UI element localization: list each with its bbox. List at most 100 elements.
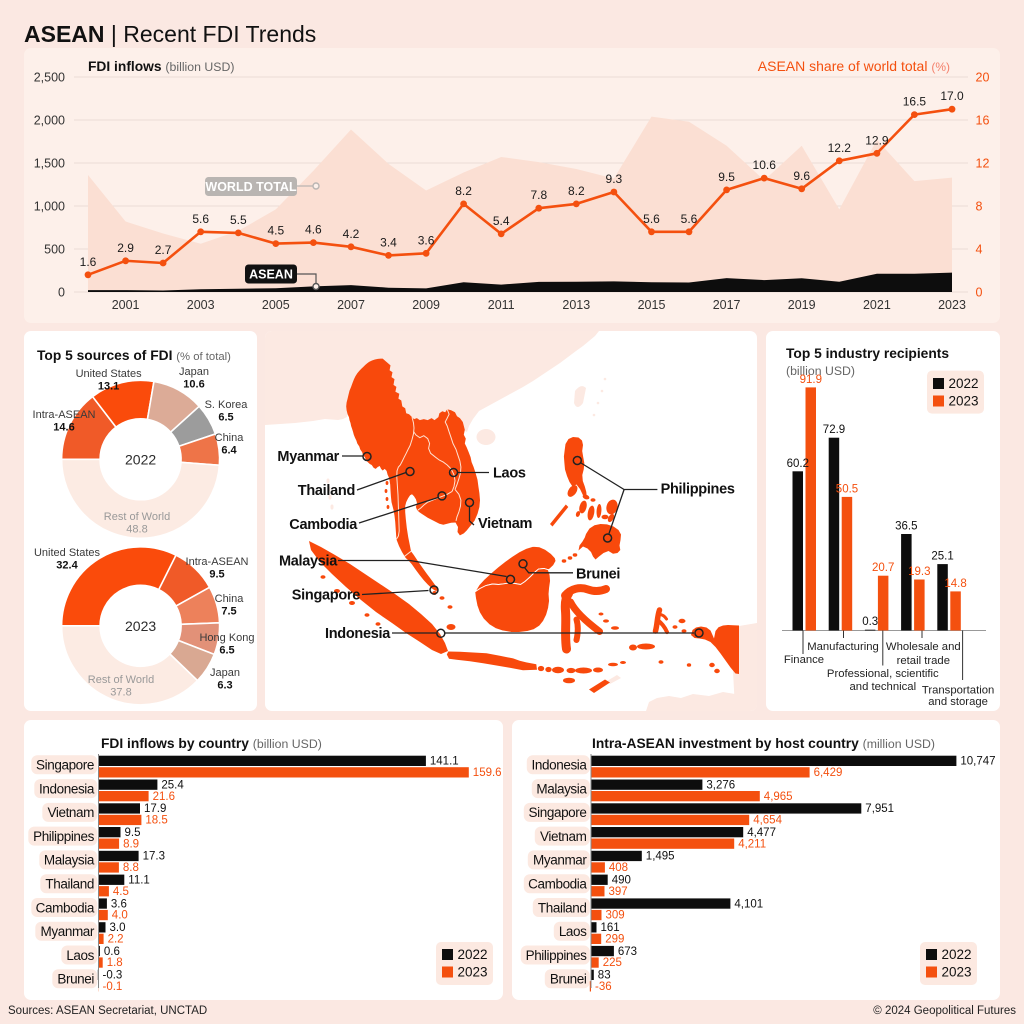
svg-text:7.8: 7.8 bbox=[530, 188, 547, 202]
svg-text:Rest of World: Rest of World bbox=[88, 674, 154, 686]
svg-text:Thailand: Thailand bbox=[45, 877, 94, 892]
svg-text:17.0: 17.0 bbox=[940, 89, 964, 103]
svg-text:Brunei: Brunei bbox=[57, 972, 94, 987]
svg-text:1,000: 1,000 bbox=[34, 200, 65, 214]
svg-text:0: 0 bbox=[58, 286, 65, 300]
svg-text:4,654: 4,654 bbox=[753, 815, 782, 827]
svg-text:17.9: 17.9 bbox=[144, 803, 166, 815]
svg-text:9.5: 9.5 bbox=[125, 827, 141, 839]
svg-text:Manufacturing: Manufacturing bbox=[807, 641, 879, 653]
svg-text:14.6: 14.6 bbox=[53, 421, 74, 433]
svg-text:4.6: 4.6 bbox=[305, 223, 322, 237]
svg-text:-0.3: -0.3 bbox=[103, 970, 123, 982]
svg-text:2005: 2005 bbox=[262, 298, 290, 312]
svg-text:3.4: 3.4 bbox=[380, 235, 397, 249]
svg-text:Philippines: Philippines bbox=[661, 481, 735, 497]
svg-text:Laos: Laos bbox=[559, 924, 587, 939]
svg-text:17.3: 17.3 bbox=[143, 851, 165, 863]
svg-text:1.8: 1.8 bbox=[107, 957, 123, 969]
svg-text:36.5: 36.5 bbox=[895, 521, 917, 533]
svg-text:Cambodia: Cambodia bbox=[289, 517, 358, 533]
svg-text:2,500: 2,500 bbox=[34, 71, 65, 85]
svg-text:2023: 2023 bbox=[938, 298, 966, 312]
svg-text:25.1: 25.1 bbox=[931, 551, 953, 563]
svg-text:12.9: 12.9 bbox=[865, 133, 889, 147]
svg-text:Transportation: Transportation bbox=[922, 685, 994, 697]
svg-text:Finance: Finance bbox=[784, 654, 824, 666]
svg-text:Rest of World: Rest of World bbox=[104, 511, 170, 523]
svg-text:2021: 2021 bbox=[863, 298, 891, 312]
svg-text:United States: United States bbox=[34, 547, 101, 559]
svg-text:16: 16 bbox=[976, 114, 990, 128]
svg-text:Myanmar: Myanmar bbox=[41, 924, 95, 939]
svg-text:18.5: 18.5 bbox=[145, 815, 167, 827]
svg-text:5.6: 5.6 bbox=[643, 212, 660, 226]
svg-text:2022: 2022 bbox=[942, 947, 972, 962]
svg-text:5.6: 5.6 bbox=[192, 212, 209, 226]
svg-text:0.3: 0.3 bbox=[862, 616, 878, 628]
svg-text:2,000: 2,000 bbox=[34, 114, 65, 128]
svg-text:-36: -36 bbox=[595, 981, 612, 993]
svg-text:Singapore: Singapore bbox=[36, 758, 94, 773]
svg-text:500: 500 bbox=[44, 243, 65, 257]
svg-text:141.1: 141.1 bbox=[430, 756, 459, 768]
svg-text:2015: 2015 bbox=[638, 298, 666, 312]
svg-text:299: 299 bbox=[605, 934, 624, 946]
svg-text:Wholesale and: Wholesale and bbox=[886, 641, 961, 653]
svg-text:5.5: 5.5 bbox=[230, 213, 247, 227]
svg-text:37.8: 37.8 bbox=[110, 687, 131, 699]
svg-text:12: 12 bbox=[976, 157, 990, 171]
svg-text:Laos: Laos bbox=[66, 948, 94, 963]
svg-text:1,500: 1,500 bbox=[34, 157, 65, 171]
svg-text:11.1: 11.1 bbox=[128, 875, 150, 887]
svg-text:Philippines: Philippines bbox=[526, 948, 588, 963]
svg-text:0: 0 bbox=[976, 286, 983, 300]
svg-text:2003: 2003 bbox=[187, 298, 215, 312]
svg-text:4.0: 4.0 bbox=[112, 910, 128, 922]
svg-text:Japan: Japan bbox=[210, 667, 240, 679]
svg-text:Indonesia: Indonesia bbox=[532, 758, 588, 773]
svg-text:20: 20 bbox=[976, 71, 990, 85]
svg-text:FDI inflows by country (billio: FDI inflows by country (billion USD) bbox=[101, 736, 322, 751]
svg-text:6,429: 6,429 bbox=[814, 767, 843, 779]
svg-text:8: 8 bbox=[976, 200, 983, 214]
svg-text:2.9: 2.9 bbox=[117, 241, 134, 255]
svg-text:3.0: 3.0 bbox=[110, 922, 126, 934]
svg-text:4.2: 4.2 bbox=[343, 227, 360, 241]
svg-text:China: China bbox=[215, 593, 245, 605]
svg-text:19.3: 19.3 bbox=[908, 566, 930, 578]
svg-text:408: 408 bbox=[609, 862, 628, 874]
svg-text:Brunei: Brunei bbox=[550, 972, 587, 987]
svg-text:WORLD TOTAL: WORLD TOTAL bbox=[205, 180, 297, 194]
svg-text:50.5: 50.5 bbox=[836, 483, 858, 495]
svg-text:2023: 2023 bbox=[458, 965, 488, 980]
svg-text:83: 83 bbox=[598, 970, 611, 982]
svg-text:3,276: 3,276 bbox=[706, 779, 735, 791]
svg-text:Myanmar: Myanmar bbox=[277, 449, 339, 465]
svg-text:2022: 2022 bbox=[458, 947, 488, 962]
svg-text:Cambodia: Cambodia bbox=[528, 877, 587, 892]
svg-text:20.7: 20.7 bbox=[872, 562, 894, 574]
svg-text:2022: 2022 bbox=[125, 451, 156, 467]
svg-text:5.6: 5.6 bbox=[681, 212, 698, 226]
svg-text:21.6: 21.6 bbox=[153, 791, 175, 803]
svg-text:2.2: 2.2 bbox=[108, 934, 124, 946]
svg-text:6.3: 6.3 bbox=[217, 679, 232, 691]
svg-text:2.7: 2.7 bbox=[155, 243, 172, 257]
svg-text:Vietnam: Vietnam bbox=[48, 805, 95, 820]
svg-text:4: 4 bbox=[976, 243, 983, 257]
svg-text:161: 161 bbox=[601, 922, 620, 934]
svg-text:Philippines: Philippines bbox=[33, 829, 95, 844]
svg-text:Indonesia: Indonesia bbox=[39, 781, 95, 796]
svg-text:2009: 2009 bbox=[412, 298, 440, 312]
svg-text:Vietnam: Vietnam bbox=[478, 516, 532, 532]
svg-text:Malaysia: Malaysia bbox=[536, 781, 587, 796]
svg-text:4.5: 4.5 bbox=[113, 886, 129, 898]
svg-text:13.1: 13.1 bbox=[98, 380, 119, 392]
svg-text:Intra-ASEAN: Intra-ASEAN bbox=[33, 409, 96, 421]
svg-text:Brunei: Brunei bbox=[576, 567, 620, 583]
svg-text:Singapore: Singapore bbox=[292, 588, 360, 604]
svg-text:10.6: 10.6 bbox=[183, 378, 204, 390]
svg-text:United States: United States bbox=[76, 368, 143, 380]
svg-text:6.5: 6.5 bbox=[218, 411, 233, 423]
